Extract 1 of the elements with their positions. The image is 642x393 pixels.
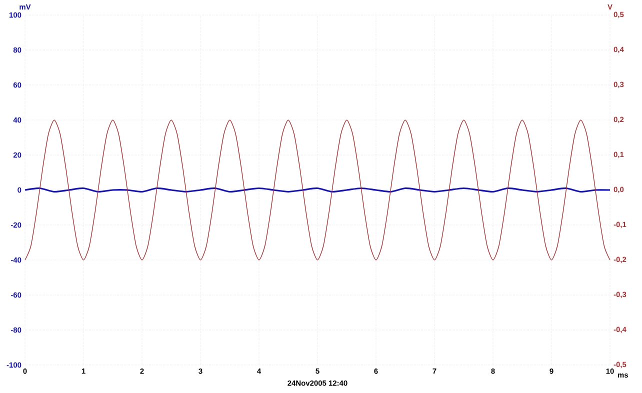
line-series [24,120,610,260]
